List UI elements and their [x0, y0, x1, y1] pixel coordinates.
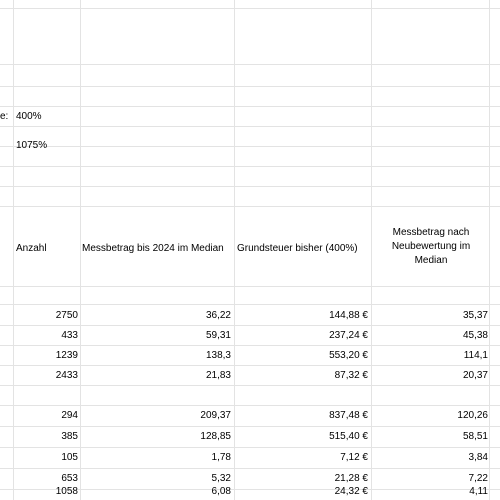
param-value-hebesatz-new[interactable]: 1075%	[16, 140, 48, 151]
cell-messbetrag[interactable]: 5,32	[211, 473, 231, 484]
column-divider	[13, 0, 14, 500]
cell-anzahl[interactable]: 433	[61, 330, 78, 341]
row-divider	[0, 166, 500, 167]
cell-anzahl[interactable]: 294	[61, 410, 78, 421]
row-divider	[0, 405, 500, 406]
cell-messbetrag[interactable]: 21,83	[205, 370, 231, 381]
cell-messbetrag[interactable]: 36,22	[205, 310, 231, 321]
cell-neubewertung[interactable]: 35,37	[462, 310, 488, 321]
column-divider	[489, 0, 490, 500]
header-neubewertung[interactable]: Messbetrag nach Neubewertung im Median	[391, 227, 471, 266]
cell-messbetrag[interactable]: 138,3	[205, 350, 231, 361]
cell-neubewertung[interactable]: 58,51	[462, 431, 488, 442]
row-divider	[0, 146, 500, 147]
row-divider	[0, 325, 500, 326]
row-divider	[0, 64, 500, 65]
cell-messbetrag[interactable]: 128,85	[200, 431, 231, 442]
cell-grundsteuer[interactable]: 553,20 €	[329, 350, 368, 361]
row-divider	[0, 304, 500, 305]
cell-neubewertung[interactable]: 45,38	[462, 330, 488, 341]
cell-messbetrag[interactable]: 6,08	[211, 486, 231, 497]
cell-anzahl[interactable]: 1239	[55, 350, 78, 361]
cell-grundsteuer[interactable]: 144,88 €	[329, 310, 368, 321]
row-divider	[0, 106, 500, 107]
row-divider	[0, 86, 500, 87]
cell-grundsteuer[interactable]: 24,32 €	[334, 486, 368, 497]
header-anzahl[interactable]: Anzahl	[16, 243, 47, 254]
cell-neubewertung[interactable]: 20,37	[462, 370, 488, 381]
row-divider	[0, 468, 500, 469]
row-divider	[0, 365, 500, 366]
cell-grundsteuer[interactable]: 87,32 €	[334, 370, 368, 381]
cell-neubewertung[interactable]: 120,26	[457, 410, 488, 421]
cell-anzahl[interactable]: 2750	[55, 310, 78, 321]
cell-anzahl[interactable]: 385	[61, 431, 78, 442]
row-divider	[0, 286, 500, 287]
row-divider	[0, 447, 500, 448]
cell-grundsteuer[interactable]: 837,48 €	[329, 410, 368, 421]
row-divider	[0, 385, 500, 386]
header-grundsteuer[interactable]: Grundsteuer bisher (400%)	[237, 243, 358, 254]
cell-grundsteuer[interactable]: 7,12 €	[340, 452, 368, 463]
header-messbetrag[interactable]: Messbetrag bis 2024 im Median	[82, 243, 224, 254]
column-divider	[371, 0, 372, 500]
row-divider	[0, 206, 500, 207]
cell-messbetrag[interactable]: 1,78	[211, 452, 231, 463]
column-divider	[234, 0, 235, 500]
cell-anzahl[interactable]: 2433	[55, 370, 78, 381]
cell-anzahl[interactable]: 653	[61, 473, 78, 484]
cell-neubewertung[interactable]: 3,84	[468, 452, 488, 463]
cell-neubewertung[interactable]: 114,1	[463, 350, 488, 361]
cell-anzahl[interactable]: 1058	[55, 486, 78, 497]
cell-messbetrag[interactable]: 209,37	[200, 410, 231, 421]
param-value-hebesatz-old[interactable]: 400%	[16, 111, 42, 122]
cell-grundsteuer[interactable]: 237,24 €	[329, 330, 368, 341]
row-divider	[0, 186, 500, 187]
row-divider	[0, 426, 500, 427]
cell-neubewertung[interactable]: 7,22	[468, 473, 488, 484]
cell-neubewertung[interactable]: 4,11	[469, 486, 488, 497]
cell-grundsteuer[interactable]: 515,40 €	[329, 431, 368, 442]
row-divider	[0, 345, 500, 346]
column-divider	[80, 0, 81, 500]
row-divider	[0, 489, 500, 490]
row-divider	[0, 8, 500, 9]
cell-grundsteuer[interactable]: 21,28 €	[334, 473, 368, 484]
cell-anzahl[interactable]: 105	[61, 452, 78, 463]
cell-messbetrag[interactable]: 59,31	[205, 330, 231, 341]
row-divider	[0, 126, 500, 127]
param-label-tail[interactable]: e:	[0, 111, 9, 122]
